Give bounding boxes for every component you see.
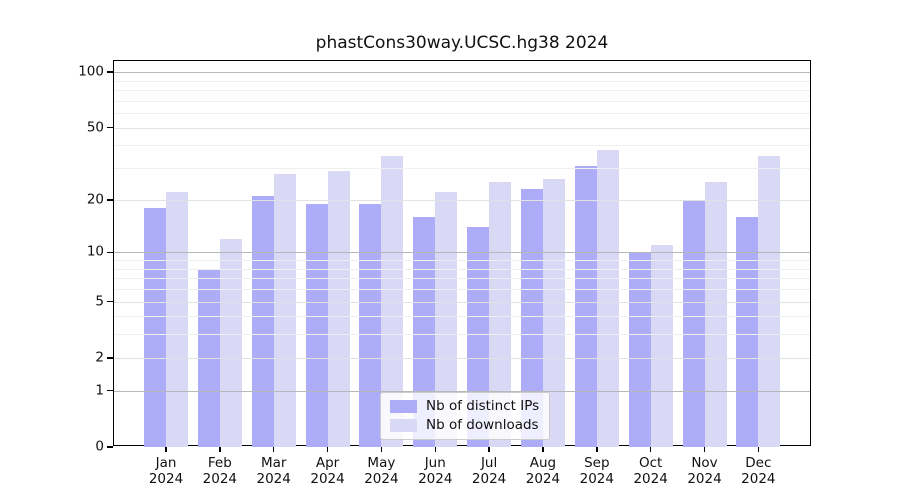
y-tick-label: 20 [86, 191, 104, 208]
gridline [114, 100, 810, 102]
bar-distinct-ips-jun [413, 216, 436, 447]
bar-distinct-ips-apr [305, 203, 328, 447]
x-tick-label: Oct 2024 [633, 455, 668, 487]
gridline [114, 113, 810, 115]
x-tick-label: Apr 2024 [310, 455, 345, 487]
x-tick [703, 447, 706, 452]
x-tick-label: Jan 2024 [148, 455, 184, 487]
bar-distinct-ips-aug [520, 188, 543, 447]
gridline [114, 90, 810, 92]
x-tick-label: Aug 2024 [525, 455, 561, 487]
bar-downloads-mar [273, 173, 296, 447]
y-tick-label: 100 [78, 63, 104, 80]
bar-downloads-sep [596, 149, 619, 447]
bar-distinct-ips-nov [682, 199, 705, 447]
gridline [114, 145, 810, 147]
x-tick-label: Sep 2024 [579, 455, 614, 487]
y-tick-label: 10 [86, 243, 104, 260]
x-tick [434, 447, 436, 452]
x-tick-label: Mar 2024 [256, 455, 291, 487]
y-tick [107, 71, 113, 73]
plot-area: Nb of distinct IPs Nb of downloads 0 1 2 5 1… [78, 60, 811, 487]
x-tick [596, 447, 598, 452]
bar-distinct-ips-jan [144, 207, 166, 447]
x-tick [219, 447, 221, 452]
y-tick-label: 0 [95, 438, 104, 455]
legend: Nb of distinct IPs Nb of downloads [380, 392, 551, 440]
y-tick [107, 446, 113, 448]
gridline [114, 80, 810, 82]
x-tick [380, 447, 383, 452]
gridline [114, 168, 810, 170]
x-tick-label: Feb 2024 [202, 455, 238, 487]
y-tick [107, 389, 113, 392]
bar-downloads-nov [704, 182, 727, 447]
y-tick-label: 5 [95, 293, 104, 309]
x-tick [757, 447, 760, 452]
y-tick-label: 50 [86, 119, 104, 136]
x-tick [272, 447, 275, 452]
bar-distinct-ips-oct [628, 252, 651, 447]
x-tick-label: Nov 2024 [687, 455, 722, 487]
bar-downloads-dec [758, 156, 781, 447]
x-tick [165, 447, 167, 452]
legend-item-distinct-ips: Nb of distinct IPs [390, 399, 539, 414]
legend-item-downloads: Nb of downloads [390, 418, 539, 433]
x-tick [542, 447, 544, 452]
bar-downloads-feb [219, 238, 242, 447]
legend-swatch-distinct-ips [390, 400, 417, 413]
bar-distinct-ips-dec [736, 216, 759, 447]
bar-downloads-oct [650, 245, 673, 447]
gridline [114, 72, 810, 74]
bar-downloads-jul [489, 182, 512, 447]
y-tick [107, 300, 113, 303]
x-tick [488, 447, 490, 452]
y-tick [107, 251, 113, 254]
y-tick [107, 126, 113, 129]
x-tick-label: Dec 2024 [741, 455, 776, 487]
legend-label-distinct-ips: Nb of distinct IPs [426, 398, 540, 414]
bar-downloads-jan [166, 192, 188, 447]
x-tick-label: Jul 2024 [471, 455, 507, 487]
legend-swatch-downloads [390, 419, 417, 432]
y-tick [107, 199, 113, 201]
bar-distinct-ips-feb [197, 268, 220, 447]
bar-downloads-aug [542, 179, 565, 447]
legend-label-downloads: Nb of downloads [426, 417, 539, 433]
y-tick-label: 2 [95, 349, 104, 366]
bar-distinct-ips-may [359, 203, 382, 447]
chart-title: phastCons30way.UCSC.hg38 2024 [315, 33, 609, 53]
bar-downloads-may [381, 156, 404, 447]
x-tick [649, 447, 652, 452]
bar-downloads-apr [327, 170, 350, 447]
bar-distinct-ips-mar [251, 196, 274, 447]
x-tick-label: Jun 2024 [418, 455, 453, 487]
y-tick [107, 357, 113, 359]
y-tick-label: 1 [95, 382, 104, 399]
bar-distinct-ips-sep [574, 165, 597, 447]
gridline [114, 127, 810, 129]
bar-downloads-jun [435, 192, 458, 447]
x-tick [326, 447, 329, 452]
x-tick-label: May 2024 [364, 455, 399, 487]
